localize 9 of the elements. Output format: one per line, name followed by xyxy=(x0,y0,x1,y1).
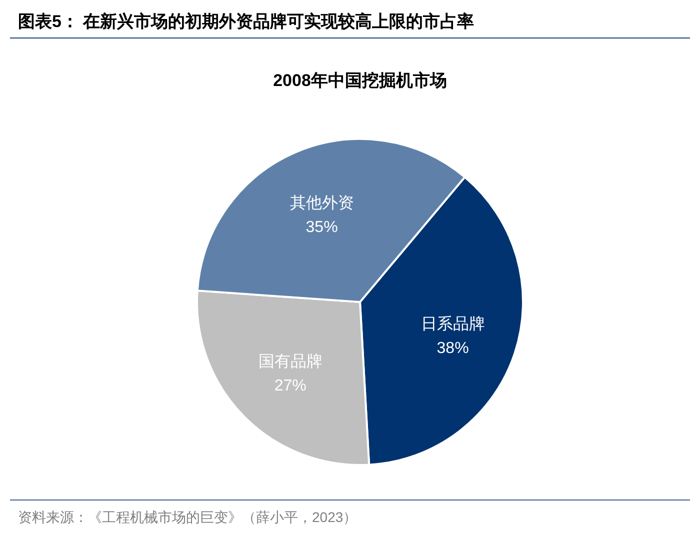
text: 资料来源：《工程机械市场的巨变》（薛小平，2023） xyxy=(18,509,358,525)
slice-label: 日系品牌 xyxy=(420,314,485,333)
chart-title: 图表5： 在新兴市场的初期外资品牌可实现较高上限的市占率 xyxy=(18,12,474,31)
slice-label: 国有品牌 xyxy=(258,352,322,371)
slice-label: 其他外资 xyxy=(290,194,354,212)
data-label: 27% xyxy=(274,378,306,395)
data-label: 38% xyxy=(436,340,469,357)
data-label: 35% xyxy=(306,218,338,236)
chart-subtitle: 2008年中国挖掘机市场 xyxy=(273,71,447,90)
